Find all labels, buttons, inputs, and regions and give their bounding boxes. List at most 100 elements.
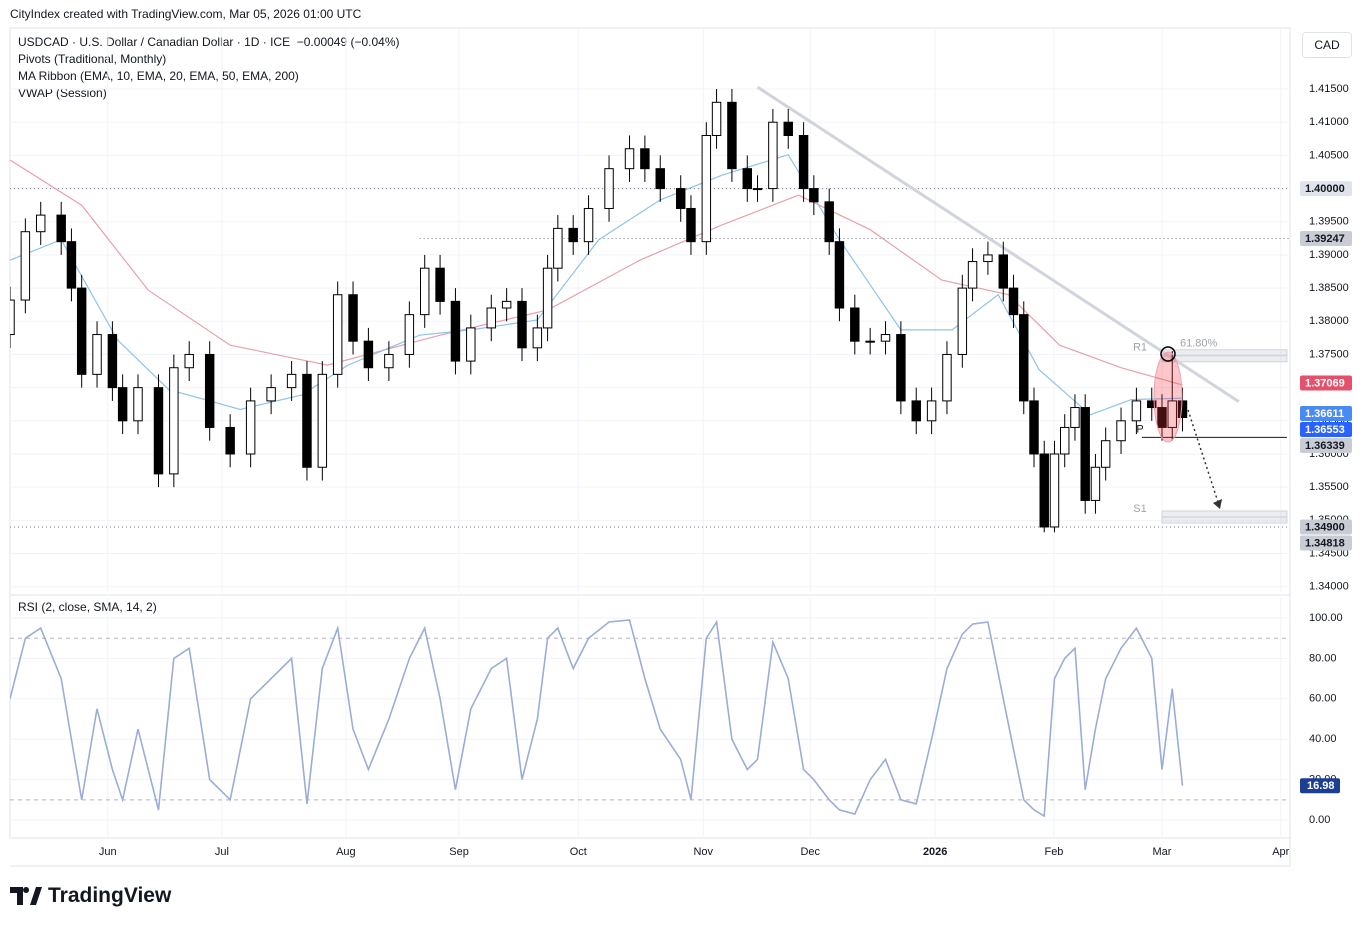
y-tick-label: 1.35500 [1309, 481, 1349, 493]
candle-body [568, 227, 578, 243]
x-tick-label: Oct [570, 846, 587, 858]
candle-body [20, 231, 31, 301]
price-label-text: 1.34818 [1305, 537, 1345, 549]
x-tick-label: 2026 [923, 846, 947, 858]
candle-body [783, 121, 793, 136]
candle-body [834, 241, 845, 309]
candle-body [998, 254, 1009, 289]
candle-body [153, 387, 164, 475]
candle-body [1070, 407, 1080, 428]
price-label-text: 1.40000 [1305, 183, 1345, 195]
candle-body [604, 168, 614, 209]
y-tick-label: 40.00 [1309, 733, 1337, 745]
candle-body [245, 400, 256, 455]
candle-body [967, 261, 978, 289]
candle-body [1100, 440, 1111, 468]
candle-body [92, 334, 102, 375]
candle-body [1039, 453, 1049, 528]
y-tick-label: 100.00 [1309, 612, 1343, 624]
indicator-legend: Pivots (Traditional, Monthly) [18, 52, 167, 66]
price-label [1300, 437, 1352, 453]
candle-body [926, 400, 937, 422]
price-label [1300, 375, 1352, 391]
candle-body [865, 340, 875, 343]
x-tick-label: Mar [1153, 846, 1172, 858]
price-label [1300, 421, 1352, 437]
logo[interactable]: TradingView [10, 884, 171, 908]
candle-body [435, 267, 445, 302]
candle-body [10, 299, 15, 336]
candle-body [317, 373, 328, 468]
price-label [1300, 535, 1352, 551]
candle-body [332, 294, 343, 375]
candle-body [624, 148, 635, 170]
price-label [1300, 519, 1352, 535]
candle-body [1147, 400, 1157, 409]
candle-body [286, 373, 297, 389]
candle-body [117, 387, 128, 422]
candle-body [266, 387, 276, 402]
rsi-legend: RSI (2, close, SMA, 14, 2) [18, 600, 157, 614]
candle-body [727, 101, 737, 170]
candle-body [1008, 287, 1019, 316]
rsi-line [10, 619, 1184, 818]
attribution: CityIndex created with TradingView.com, … [10, 7, 362, 21]
candle-body [204, 353, 215, 428]
y-tick-label: 1.41000 [1309, 116, 1349, 128]
candle-body [824, 201, 834, 243]
candle-body [404, 314, 415, 355]
candle-body [542, 267, 553, 329]
y-tick-label: 1.38500 [1309, 282, 1349, 294]
price-label-text: 1.36553 [1305, 424, 1345, 436]
y-tick-label: 1.39000 [1309, 249, 1349, 261]
candle-body [419, 267, 430, 316]
candle-body [896, 334, 906, 402]
candle-body [450, 300, 461, 362]
candle-body [363, 340, 374, 369]
candle-body [1049, 453, 1060, 528]
candle-body [1131, 400, 1142, 422]
currency-button[interactable]: CAD [1302, 32, 1352, 58]
y-tick-label: 1.40500 [1309, 149, 1349, 161]
candle-body [675, 188, 686, 209]
candle-body [768, 121, 778, 190]
candle-body [1177, 400, 1188, 418]
candle-body [1157, 407, 1167, 428]
y-tick-label: 80.00 [1309, 652, 1337, 664]
candle-body [1167, 400, 1177, 428]
candle-body [686, 207, 696, 243]
logo-icon [10, 887, 42, 905]
x-tick-label: Sep [449, 846, 469, 858]
candle-body [302, 373, 312, 468]
candle-body [583, 207, 594, 243]
candle-body [850, 307, 860, 342]
arrow-head [1213, 499, 1222, 509]
price-label-text: 1.37069 [1305, 377, 1345, 389]
pivot-label: R1 [1133, 342, 1147, 354]
rsi-pane [10, 598, 1290, 838]
candle-body [107, 334, 118, 389]
price-label [1300, 405, 1352, 421]
candle-body [942, 353, 952, 402]
candle-body [532, 327, 543, 349]
ma-line [10, 153, 1183, 416]
candle-body [983, 254, 993, 263]
candle-body [911, 400, 921, 422]
y-tick-label: 1.34000 [1309, 581, 1349, 593]
candle-body [501, 300, 512, 309]
candle-body [466, 327, 476, 362]
candle-body [711, 101, 722, 136]
last-value-label [1300, 778, 1340, 794]
price-label-text: 1.34900 [1305, 521, 1345, 533]
price-label [1300, 231, 1352, 247]
candle-body [76, 287, 87, 375]
candle-body [957, 287, 968, 355]
x-tick-label: Nov [693, 846, 713, 858]
pivot-label: S1 [1133, 503, 1146, 515]
y-tick-label: 60.00 [1309, 693, 1337, 705]
highlight [1153, 351, 1183, 443]
x-tick-label: Apr [1272, 846, 1289, 858]
candle-body [517, 300, 527, 349]
chart: R1 P S1 61.80% Jun Jul Aug Sep Oct Nov Dec 2026 Feb… [9, 27, 1352, 867]
